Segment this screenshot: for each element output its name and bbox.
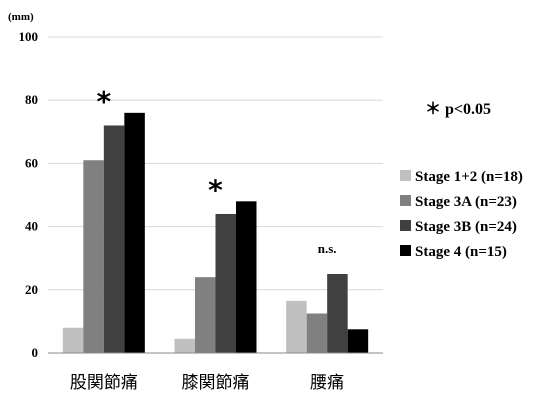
category-label: 腰痛 — [310, 373, 344, 393]
category-labels: 股関節痛 膝関節痛 腰痛 — [70, 373, 344, 393]
bar — [195, 277, 216, 353]
y-tick-label: 40 — [25, 219, 38, 234]
y-tick-label: 60 — [25, 155, 38, 170]
significance-mark: * — [97, 85, 112, 118]
unit-label: (mm) — [8, 11, 34, 23]
bar — [306, 313, 328, 353]
category-label: 股関節痛 — [70, 373, 138, 393]
y-tick-label: 20 — [25, 282, 38, 297]
legend-swatch — [400, 195, 411, 206]
legend-label: Stage 4 (n=15) — [415, 244, 507, 260]
y-tick-label: 100 — [19, 29, 39, 44]
legend-label: Stage 3B (n=24) — [415, 219, 517, 235]
bar — [62, 327, 84, 353]
legend-swatch — [400, 220, 411, 231]
significance-mark: n.s. — [318, 241, 337, 256]
legend-label: Stage 3A (n=23) — [415, 194, 517, 210]
bar — [124, 112, 145, 353]
bars — [62, 112, 369, 353]
significance-marks: * * n.s. — [97, 85, 337, 256]
significance-note: ＊ p<0.05 — [425, 101, 491, 118]
bar — [327, 274, 348, 353]
bar — [286, 300, 307, 353]
legend-label: Stage 1+2 (n=18) — [415, 169, 523, 185]
legend-swatch — [400, 245, 411, 256]
bar — [347, 329, 369, 353]
bar — [215, 213, 236, 353]
bar — [174, 338, 195, 353]
bar — [83, 160, 104, 353]
category-label: 膝関節痛 — [182, 373, 250, 393]
legend: Stage 1+2 (n=18) Stage 3A (n=23) Stage 3B … — [400, 169, 523, 260]
bar — [103, 125, 125, 353]
significance-mark: * — [208, 173, 223, 206]
y-tick-label: 80 — [25, 92, 38, 107]
y-tick-label: 0 — [32, 345, 39, 360]
bar — [236, 201, 257, 353]
y-axis-ticks: 0 20 40 60 80 100 — [19, 29, 39, 360]
legend-swatch — [400, 170, 411, 181]
